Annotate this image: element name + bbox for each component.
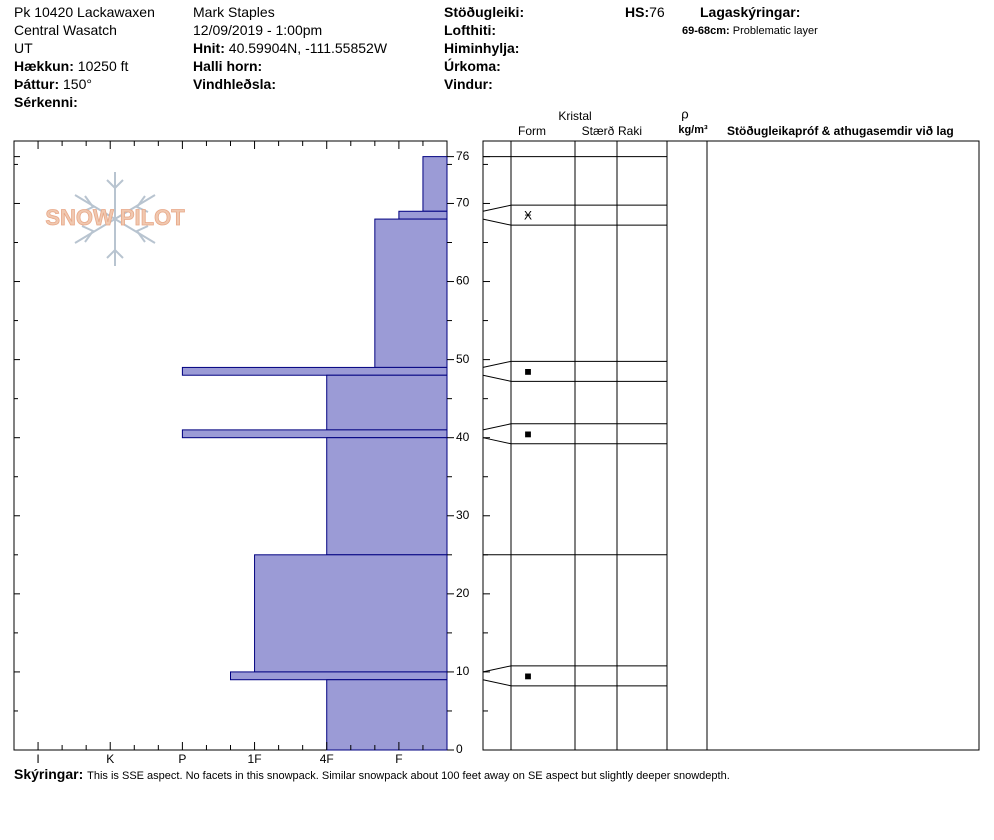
grain-form: ■ <box>524 427 531 441</box>
value: 40.59904N, -111.55852W <box>228 40 388 56</box>
grain-form: Ӿ <box>524 208 532 222</box>
layer-note: 69-68cm: Problematic layer <box>682 23 818 39</box>
hardness-bar <box>181 429 448 439</box>
layer-connector <box>482 204 512 212</box>
hardness-bar <box>398 210 448 220</box>
x-tick-label: P <box>178 752 186 766</box>
x-tick-label: 4F <box>320 752 334 766</box>
label: Hækkun: <box>14 58 74 74</box>
features: Sérkenni: <box>14 94 78 110</box>
layer-connector <box>482 360 512 368</box>
value: 150° <box>63 76 92 92</box>
value: 76 <box>649 4 665 20</box>
precip: Úrkoma: <box>444 58 501 74</box>
table-frame <box>482 140 980 751</box>
table-header: Stærð <box>582 124 615 138</box>
location: Pk 10420 Lackawaxen <box>14 4 155 20</box>
air-temp: Lofthiti: <box>444 22 497 38</box>
y-tick-label: 10 <box>456 664 470 678</box>
value: 10250 ft <box>77 58 129 74</box>
table-header: Kristal <box>558 109 591 123</box>
grain-form: ■ <box>524 669 531 683</box>
table-header: Stöðugleikapróf & athugasemdir við lag <box>727 124 954 138</box>
label: Skýringar: <box>14 766 84 782</box>
aspect: Þáttur: 150° <box>14 76 92 92</box>
range: Central Wasatch <box>14 22 117 38</box>
comments: Skýringar: This is SSE aspect. No facets… <box>14 766 730 784</box>
y-tick-label: 0 <box>456 742 463 756</box>
layer-connector <box>482 423 512 431</box>
y-tick-label: 40 <box>456 430 470 444</box>
stability: Stöðugleiki: <box>444 4 525 20</box>
y-tick-label: 50 <box>456 352 470 366</box>
hardness-bar <box>181 366 448 376</box>
hardness-bar <box>230 671 448 681</box>
y-tick-label: 70 <box>456 196 470 210</box>
state: UT <box>14 40 33 56</box>
x-tick-label: I <box>36 752 39 766</box>
layer-notes-title: Lagaskýringar: <box>700 4 801 20</box>
table-header: Form <box>518 124 546 138</box>
observer: Mark Staples <box>193 4 275 20</box>
x-tick-label: 1F <box>248 752 262 766</box>
grain-form: ■ <box>524 364 531 378</box>
label: Þáttur: <box>14 76 60 92</box>
x-tick-label: K <box>106 752 114 766</box>
table-header: ρ <box>681 106 688 121</box>
y-tick-label: 30 <box>456 508 470 522</box>
logo <box>74 172 156 266</box>
table-header: kg/m³ <box>678 124 708 136</box>
text: This is SSE aspect. No facets in this sn… <box>87 770 730 782</box>
coordinates: Hnit: 40.59904N, -111.55852W <box>193 40 387 56</box>
y-tick-label: 20 <box>456 586 470 600</box>
layer-connector <box>482 679 512 687</box>
label: HS: <box>625 4 650 20</box>
text: Problematic layer <box>732 25 818 37</box>
wind: Vindur: <box>444 76 493 92</box>
x-tick-label: F <box>395 752 402 766</box>
layer-connector <box>482 218 512 226</box>
range: 69-68cm: <box>682 25 730 37</box>
hardness-bar <box>374 218 448 368</box>
label: Hnit: <box>193 40 225 56</box>
sky: Himinhylja: <box>444 40 520 56</box>
datetime: 12/09/2019 - 1:00pm <box>193 22 323 38</box>
layer-connector <box>482 374 512 382</box>
table-header: Raki <box>618 124 642 138</box>
y-tick-label: 60 <box>456 274 470 288</box>
hardness-bar <box>326 374 448 431</box>
hardness-bar <box>326 437 448 556</box>
hardness-bar <box>326 679 448 751</box>
hardness-bar <box>422 156 448 212</box>
logo-text: SNOW PILOT <box>45 205 185 230</box>
y-tick-label: 76 <box>456 149 470 163</box>
hardness-bar <box>254 554 448 673</box>
layer-connector <box>482 437 512 445</box>
slope-angle: Halli horn: <box>193 58 263 74</box>
layer-connector <box>482 665 512 673</box>
wind-loading: Vindhleðsla: <box>193 76 276 92</box>
hs: HS:76 <box>625 4 665 20</box>
elevation: Hækkun: 10250 ft <box>14 58 128 74</box>
